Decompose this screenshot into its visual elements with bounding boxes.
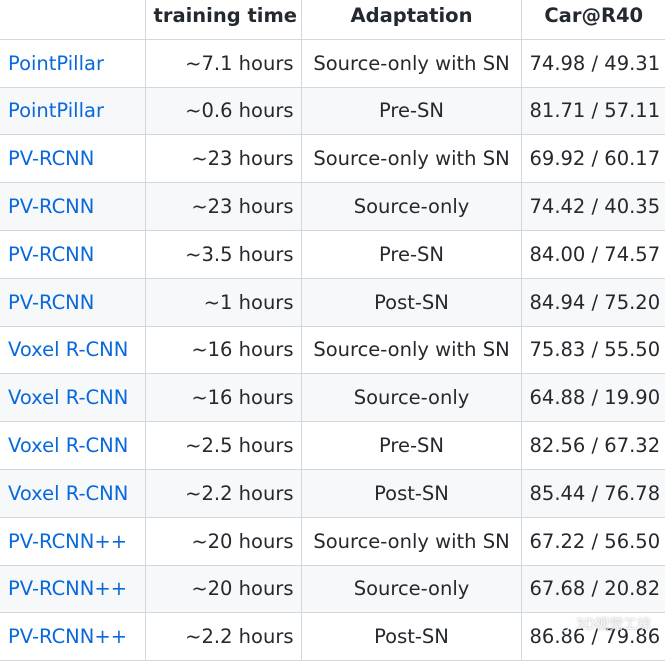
- training-time-cell: ~16 hours: [144, 325, 302, 375]
- car-r40-cell: 69.92 / 60.17: [520, 134, 665, 184]
- adaptation-cell: Post-SN: [300, 468, 522, 518]
- adaptation-cell: Source-only: [300, 182, 522, 231]
- training-time-cell: ~3.5 hours: [144, 229, 302, 279]
- training-time-cell: ~2.5 hours: [144, 421, 302, 470]
- model-link[interactable]: PV-RCNN: [8, 195, 95, 219]
- model-link[interactable]: PV-RCNN++: [8, 529, 128, 553]
- table-header: training time Adaptation Car@R40: [0, 0, 665, 40]
- adaptation-cell: Source-only with SN: [300, 38, 522, 88]
- adaptation-cell: Post-SN: [300, 277, 522, 327]
- training-time-cell: ~1 hours: [144, 277, 302, 327]
- training-time-cell: ~20 hours: [144, 564, 302, 614]
- training-time-cell: ~2.2 hours: [144, 612, 302, 662]
- model-link[interactable]: PV-RCNN: [8, 242, 95, 266]
- model-cell: PointPillar: [0, 86, 146, 136]
- model-link[interactable]: PV-RCNN: [8, 147, 95, 171]
- model-cell: PV-RCNN++: [0, 564, 146, 614]
- car-r40-cell: 85.44 / 76.78: [520, 468, 665, 518]
- model-cell: Voxel R-CNN: [0, 373, 146, 423]
- model-link[interactable]: PV-RCNN++: [8, 625, 128, 649]
- car-r40-cell: 84.94 / 75.20: [520, 277, 665, 327]
- header-adaptation: Adaptation: [300, 0, 522, 40]
- adaptation-cell: Post-SN: [300, 612, 522, 662]
- header-row: training time Adaptation Car@R40: [0, 0, 665, 40]
- table-row: PV-RCNN ~3.5 hours Pre-SN 84.00 / 74.57: [0, 229, 665, 279]
- table-row: PV-RCNN++ ~2.2 hours Post-SN 86.86 / 79.…: [0, 612, 665, 662]
- model-link[interactable]: PointPillar: [8, 51, 104, 75]
- training-time-cell: ~16 hours: [144, 373, 302, 423]
- model-cell: Voxel R-CNN: [0, 325, 146, 375]
- header-training-time: training time: [144, 0, 302, 40]
- table-row: Voxel R-CNN ~16 hours Source-only 64.88 …: [0, 373, 665, 423]
- model-link[interactable]: Voxel R-CNN: [8, 338, 129, 362]
- model-cell: PointPillar: [0, 38, 146, 88]
- car-r40-cell: 82.56 / 67.32: [520, 421, 665, 470]
- model-cell: PV-RCNN: [0, 229, 146, 279]
- training-time-cell: ~0.6 hours: [144, 86, 302, 136]
- adaptation-cell: Source-only with SN: [300, 134, 522, 184]
- table-row: Voxel R-CNN ~16 hours Source-only with S…: [0, 325, 665, 375]
- car-r40-cell: 81.71 / 57.11: [520, 86, 665, 136]
- header-car-r40: Car@R40: [520, 0, 665, 40]
- training-time-cell: ~23 hours: [144, 182, 302, 231]
- model-cell: Voxel R-CNN: [0, 421, 146, 470]
- model-cell: PV-RCNN++: [0, 516, 146, 566]
- model-cell: Voxel R-CNN: [0, 468, 146, 518]
- model-link[interactable]: PV-RCNN++: [8, 577, 128, 601]
- training-time-cell: ~20 hours: [144, 516, 302, 566]
- model-link[interactable]: Voxel R-CNN: [8, 386, 129, 410]
- adaptation-cell: Source-only with SN: [300, 516, 522, 566]
- car-r40-cell: 64.88 / 19.90: [520, 373, 665, 423]
- adaptation-cell: Pre-SN: [300, 86, 522, 136]
- table-row: Voxel R-CNN ~2.5 hours Pre-SN 82.56 / 67…: [0, 421, 665, 470]
- header-model: [0, 0, 146, 40]
- model-link[interactable]: Voxel R-CNN: [8, 434, 129, 458]
- adaptation-cell: Pre-SN: [300, 229, 522, 279]
- car-r40-cell: 75.83 / 55.50: [520, 325, 665, 375]
- model-cell: PV-RCNN++: [0, 612, 146, 662]
- table-row: PointPillar ~0.6 hours Pre-SN 81.71 / 57…: [0, 86, 665, 136]
- adaptation-cell: Source-only: [300, 564, 522, 614]
- adaptation-cell: Source-only with SN: [300, 325, 522, 375]
- car-r40-cell: 67.22 / 56.50: [520, 516, 665, 566]
- table-row: PointPillar ~7.1 hours Source-only with …: [0, 38, 665, 88]
- adaptation-cell: Pre-SN: [300, 421, 522, 470]
- car-r40-cell: 74.42 / 40.35: [520, 182, 665, 231]
- training-time-cell: ~23 hours: [144, 134, 302, 184]
- car-r40-cell: 67.68 / 20.82: [520, 564, 665, 614]
- model-link[interactable]: PV-RCNN: [8, 290, 95, 314]
- model-cell: PV-RCNN: [0, 277, 146, 327]
- model-cell: PV-RCNN: [0, 182, 146, 231]
- car-r40-cell: 74.98 / 49.31: [520, 38, 665, 88]
- car-r40-cell: 86.86 / 79.86: [520, 612, 665, 662]
- table-row: PV-RCNN++ ~20 hours Source-only 67.68 / …: [0, 564, 665, 614]
- model-link[interactable]: Voxel R-CNN: [8, 481, 129, 505]
- table-row: PV-RCNN ~23 hours Source-only 74.42 / 40…: [0, 182, 665, 231]
- table-row: PV-RCNN ~23 hours Source-only with SN 69…: [0, 134, 665, 184]
- model-link[interactable]: PointPillar: [8, 99, 104, 123]
- table-row: PV-RCNN ~1 hours Post-SN 84.94 / 75.20: [0, 277, 665, 327]
- table-row: Voxel R-CNN ~2.2 hours Post-SN 85.44 / 7…: [0, 468, 665, 518]
- table-row: PV-RCNN++ ~20 hours Source-only with SN …: [0, 516, 665, 566]
- table-body: PointPillar ~7.1 hours Source-only with …: [0, 38, 665, 662]
- training-time-cell: ~2.2 hours: [144, 468, 302, 518]
- training-time-cell: ~7.1 hours: [144, 38, 302, 88]
- car-r40-cell: 84.00 / 74.57: [520, 229, 665, 279]
- model-cell: PV-RCNN: [0, 134, 146, 184]
- adaptation-cell: Source-only: [300, 373, 522, 423]
